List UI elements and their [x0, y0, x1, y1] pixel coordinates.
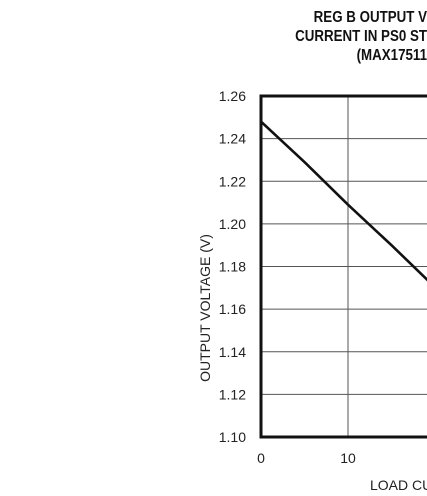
y-tick-label: 1.10 [219, 429, 246, 445]
series-layer [260, 120, 427, 282]
y-tick-label: 1.20 [219, 216, 246, 232]
plot-frame [259, 94, 427, 439]
y-tick-label: 1.16 [219, 301, 246, 317]
y-tick-labels: 1.26 1.24 1.22 1.20 1.18 1.16 1.14 1.12 1.10 [219, 88, 246, 445]
y-axis-label: OUTPUT VOLTAGE (V) [197, 234, 213, 382]
x-tick-label: 0 [257, 450, 265, 466]
chart-title-line-3: (MAX17511 [356, 47, 427, 64]
x-axis-label: LOAD CU [370, 477, 427, 493]
chart-title-line-1: REG B OUTPUT V [313, 9, 427, 26]
series-line [260, 120, 427, 282]
y-tick-label: 1.26 [219, 88, 246, 104]
grid [261, 96, 427, 437]
x-tick-labels: 0102 [257, 450, 356, 466]
x-tick-label: 10 [340, 450, 356, 466]
chart-title: REG B OUTPUT V CURRENT IN PS0 ST (MAX175… [60, 8, 427, 65]
y-tick-label: 1.14 [219, 344, 246, 360]
chart-title-line-2: CURRENT IN PS0 ST [295, 28, 427, 45]
y-tick-label: 1.18 [219, 259, 246, 275]
y-tick-label: 1.24 [219, 131, 246, 147]
y-tick-label: 1.22 [219, 173, 246, 189]
y-tick-label: 1.12 [219, 386, 246, 402]
